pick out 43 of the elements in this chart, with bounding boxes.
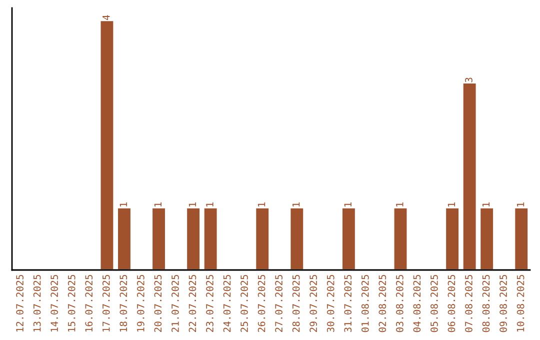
data-label: 4: [102, 15, 110, 20]
x-tick-label: 08.08.2025: [482, 274, 490, 332]
data-label: 1: [516, 202, 524, 206]
x-tick-label: 07.08.2025: [465, 274, 472, 332]
x-tick-label: 29.07.2025: [310, 274, 318, 332]
x-tick-label: 14.07.2025: [50, 274, 58, 332]
data-label: 1: [258, 202, 266, 206]
data-label: 1: [482, 202, 490, 206]
data-label: 1: [206, 202, 214, 206]
x-tick-label: 20.07.2025: [154, 274, 162, 332]
x-tick-label: 05.08.2025: [430, 274, 438, 332]
x-tick-label: 15.07.2025: [68, 274, 76, 332]
data-label: 1: [154, 202, 162, 206]
data-label: 3: [465, 78, 472, 82]
x-tick-label: 10.08.2025: [516, 274, 524, 332]
x-tick-label: 30.07.2025: [326, 274, 334, 332]
x-tick-label: 04.08.2025: [413, 274, 421, 332]
data-label: 1: [188, 202, 196, 206]
x-tick-label: 21.07.2025: [172, 274, 179, 332]
x-tick-label: 26.07.2025: [258, 274, 266, 332]
data-label: 1: [396, 202, 404, 206]
x-tick-label: 31.07.2025: [344, 274, 352, 332]
x-tick-label: 25.07.2025: [240, 274, 248, 332]
data-label: 1: [120, 202, 127, 206]
x-tick-label: 03.08.2025: [396, 274, 404, 332]
x-tick-label: 02.08.2025: [378, 274, 386, 332]
x-tick-label: 23.07.2025: [206, 274, 214, 332]
data-label: 1: [448, 202, 456, 206]
x-tick-label: 22.07.2025: [188, 274, 196, 332]
x-tick-label: 12.07.2025: [16, 274, 24, 332]
x-tick-label: 28.07.2025: [292, 274, 300, 332]
x-tick-label: 16.07.2025: [85, 274, 93, 332]
x-tick-label: 24.07.2025: [223, 274, 231, 332]
data-label: 1: [292, 202, 300, 206]
x-tick-label: 19.07.2025: [136, 274, 144, 332]
x-tick-label: 18.07.2025: [120, 274, 128, 332]
x-tick-label: 01.08.2025: [361, 274, 369, 332]
data-label: 1: [344, 202, 352, 206]
x-tick-label: 17.07.2025: [102, 274, 110, 332]
x-tick-label: 06.08.2025: [448, 274, 456, 332]
x-tick-label: 13.07.2025: [33, 274, 41, 332]
x-tick-label: 09.08.2025: [500, 274, 507, 332]
x-tick-label: 27.07.2025: [275, 274, 282, 332]
